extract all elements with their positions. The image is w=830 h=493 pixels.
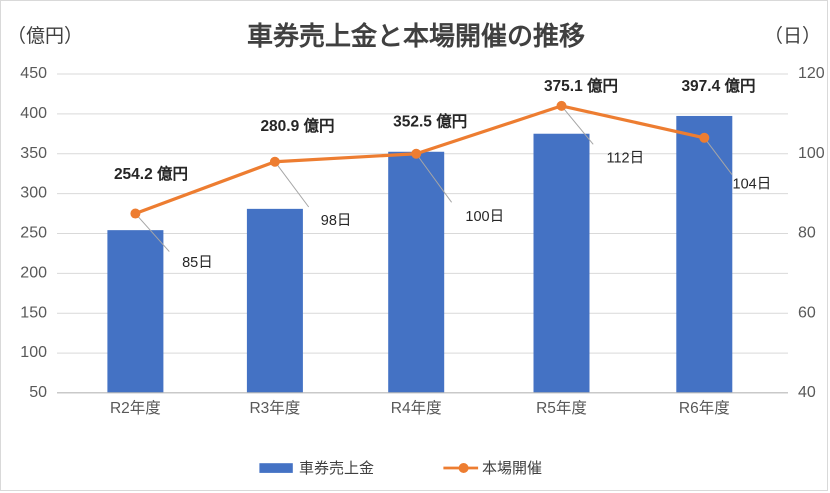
svg-text:397.4 億円: 397.4 億円 — [681, 76, 755, 95]
svg-text:98日: 98日 — [321, 213, 352, 229]
svg-text:375.1 億円: 375.1 億円 — [544, 76, 618, 95]
svg-text:50: 50 — [29, 384, 47, 401]
svg-text:R5年度: R5年度 — [536, 399, 587, 417]
svg-text:350: 350 — [20, 145, 47, 162]
svg-text:104日: 104日 — [733, 177, 772, 193]
svg-text:150: 150 — [20, 304, 47, 321]
svg-text:40: 40 — [798, 384, 816, 401]
svg-text:300: 300 — [20, 185, 47, 202]
svg-text:R4年度: R4年度 — [391, 399, 442, 417]
svg-text:254.2 億円: 254.2 億円 — [114, 164, 188, 183]
svg-text:250: 250 — [20, 225, 47, 242]
svg-text:400: 400 — [20, 105, 47, 122]
svg-text:450: 450 — [20, 65, 47, 82]
svg-text:352.5 億円: 352.5 億円 — [393, 112, 467, 131]
svg-text:280.9 億円: 280.9 億円 — [260, 116, 334, 135]
svg-text:85日: 85日 — [182, 255, 213, 271]
svg-text:R2年度: R2年度 — [110, 399, 161, 417]
svg-text:本場開催: 本場開催 — [482, 460, 542, 477]
svg-text:R6年度: R6年度 — [679, 399, 730, 417]
svg-text:200: 200 — [20, 264, 47, 281]
svg-text:R3年度: R3年度 — [249, 399, 300, 417]
svg-text:100日: 100日 — [465, 209, 504, 225]
svg-text:80: 80 — [798, 225, 816, 242]
svg-text:100: 100 — [20, 344, 47, 361]
svg-text:60: 60 — [798, 304, 816, 321]
svg-text:120: 120 — [798, 65, 825, 82]
svg-text:112日: 112日 — [607, 151, 645, 167]
svg-text:100: 100 — [798, 145, 825, 162]
svg-text:車券売上金: 車券売上金 — [299, 460, 374, 477]
